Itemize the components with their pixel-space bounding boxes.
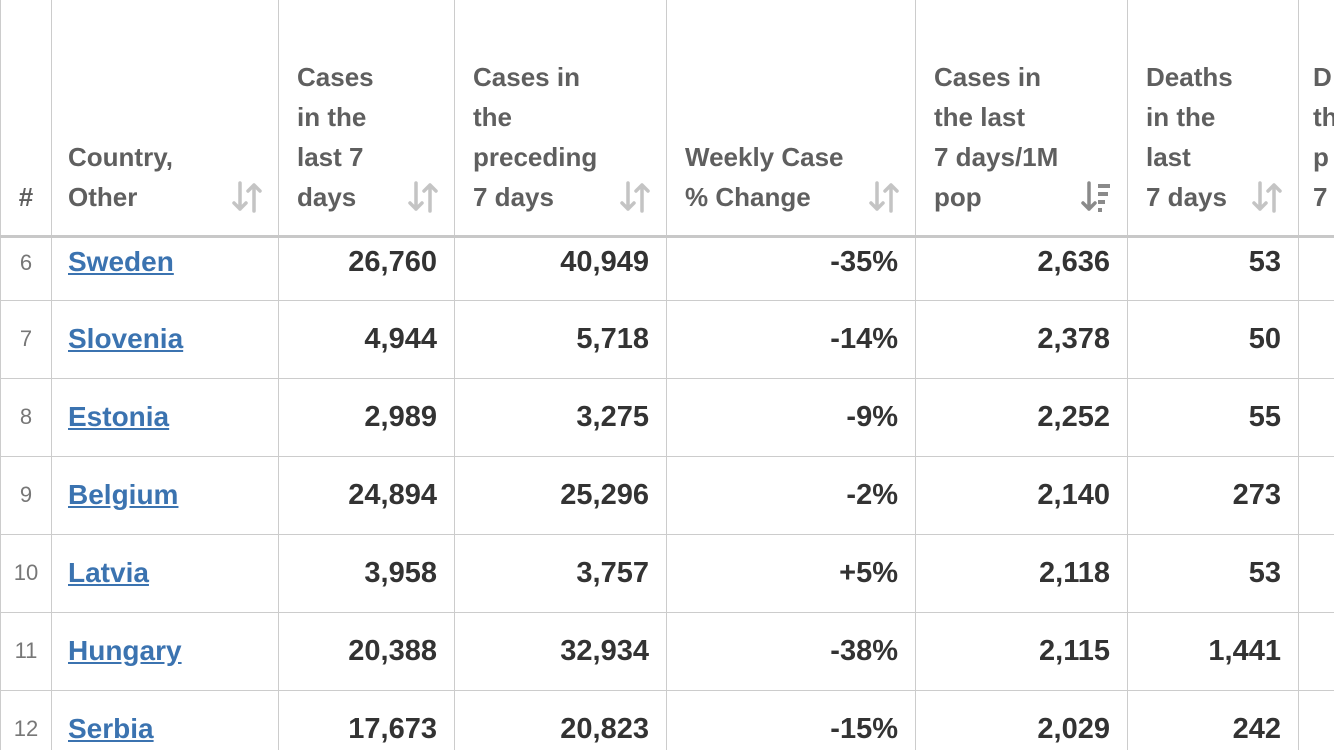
deaths7-cell: 53 xyxy=(1127,533,1299,613)
per1m-cell: 2,252 xyxy=(915,377,1128,457)
deaths7-cell: 53 xyxy=(1127,235,1299,301)
header-cutoff-column[interactable]: D th p 7 xyxy=(1298,0,1334,238)
header-deaths-last-7-days[interactable]: Deaths in the last 7 days xyxy=(1127,0,1299,238)
cutoff-cell xyxy=(1298,299,1334,379)
table-row: 7 Slovenia 4,944 5,718 -14% 2,378 50 xyxy=(0,299,1334,379)
deaths7-cell: 242 xyxy=(1127,689,1299,750)
header-cases-per-1m-pop[interactable]: Cases in the last 7 days/1M pop xyxy=(915,0,1128,238)
cases7-cell: 17,673 xyxy=(278,689,455,750)
country-link[interactable]: Serbia xyxy=(68,712,154,744)
country-cell: Sweden xyxy=(51,235,279,301)
country-link[interactable]: Hungary xyxy=(68,634,182,666)
country-link[interactable]: Slovenia xyxy=(68,322,184,354)
weekly-change-cell: -14% xyxy=(666,299,916,379)
weekly-change-cell: -9% xyxy=(666,377,916,457)
cases7-cell: 4,944 xyxy=(278,299,455,379)
header-cases7-label: Cases in the last 7 days xyxy=(297,61,374,212)
header-cutoff-label: D th p 7 xyxy=(1313,61,1334,212)
cutoff-cell xyxy=(1298,235,1334,301)
cases7-cell: 20,388 xyxy=(278,611,455,691)
header-index-label: # xyxy=(18,181,34,212)
table-row: 12 Serbia 17,673 20,823 -15% 2,029 242 xyxy=(0,689,1334,750)
per1m-cell: 2,118 xyxy=(915,533,1128,613)
cases-prev7-cell: 40,949 xyxy=(454,235,667,301)
deaths7-cell: 273 xyxy=(1127,455,1299,535)
cases-prev7-cell: 20,823 xyxy=(454,689,667,750)
row-index: 6 xyxy=(0,235,52,301)
cutoff-cell xyxy=(1298,689,1334,750)
weekly-change-cell: -15% xyxy=(666,689,916,750)
header-weekly-case-change[interactable]: Weekly Case % Change xyxy=(666,0,916,238)
row-index: 7 xyxy=(0,299,52,379)
country-cell: Hungary xyxy=(51,611,279,691)
header-cases-prev7-label: Cases in the preceding 7 days xyxy=(473,61,598,212)
cases7-cell: 24,894 xyxy=(278,455,455,535)
per1m-cell: 2,378 xyxy=(915,299,1128,379)
country-link[interactable]: Latvia xyxy=(68,556,149,588)
sort-both-arrows-icon[interactable] xyxy=(620,180,650,213)
cutoff-cell xyxy=(1298,611,1334,691)
sort-descending-icon[interactable] xyxy=(1081,180,1111,213)
weekly-change-cell: -2% xyxy=(666,455,916,535)
per1m-cell: 2,115 xyxy=(915,611,1128,691)
country-link[interactable]: Sweden xyxy=(68,245,174,277)
weekly-change-cell: -38% xyxy=(666,611,916,691)
header-index: # xyxy=(0,0,52,238)
cutoff-cell xyxy=(1298,533,1334,613)
country-cell: Latvia xyxy=(51,533,279,613)
table-header-row: # Country, Other Cases in the last 7 day… xyxy=(0,0,1334,238)
cases-prev7-cell: 3,757 xyxy=(454,533,667,613)
cases-prev7-cell: 3,275 xyxy=(454,377,667,457)
header-cases-preceding-7-days[interactable]: Cases in the preceding 7 days xyxy=(454,0,667,238)
header-deaths7-label: Deaths in the last 7 days xyxy=(1146,61,1233,212)
row-index: 10 xyxy=(0,533,52,613)
deaths7-cell: 1,441 xyxy=(1127,611,1299,691)
cases-prev7-cell: 25,296 xyxy=(454,455,667,535)
cases7-cell: 2,989 xyxy=(278,377,455,457)
table-row: 9 Belgium 24,894 25,296 -2% 2,140 273 xyxy=(0,455,1334,535)
cases7-cell: 3,958 xyxy=(278,533,455,613)
sort-both-arrows-icon[interactable] xyxy=(869,180,899,213)
country-cell: Serbia xyxy=(51,689,279,750)
table-row: 6 Sweden 26,760 40,949 -35% 2,636 53 xyxy=(0,235,1334,301)
deaths7-cell: 55 xyxy=(1127,377,1299,457)
per1m-cell: 2,029 xyxy=(915,689,1128,750)
country-cell: Estonia xyxy=(51,377,279,457)
row-index: 12 xyxy=(0,689,52,750)
cases-prev7-cell: 32,934 xyxy=(454,611,667,691)
row-index: 11 xyxy=(0,611,52,691)
header-weekly-change-label: Weekly Case % Change xyxy=(685,141,844,212)
header-country[interactable]: Country, Other xyxy=(51,0,279,238)
country-link[interactable]: Belgium xyxy=(68,478,179,510)
header-cases-last-7-days[interactable]: Cases in the last 7 days xyxy=(278,0,455,238)
sort-both-arrows-icon[interactable] xyxy=(408,180,438,213)
country-cell: Belgium xyxy=(51,455,279,535)
country-cell: Slovenia xyxy=(51,299,279,379)
sort-both-arrows-icon[interactable] xyxy=(232,180,262,213)
header-per1m-label: Cases in the last 7 days/1M pop xyxy=(934,61,1059,212)
per1m-cell: 2,636 xyxy=(915,235,1128,301)
cases-prev7-cell: 5,718 xyxy=(454,299,667,379)
row-index: 8 xyxy=(0,377,52,457)
cutoff-cell xyxy=(1298,455,1334,535)
deaths7-cell: 50 xyxy=(1127,299,1299,379)
weekly-change-cell: -35% xyxy=(666,235,916,301)
header-country-label: Country, Other xyxy=(68,141,173,212)
per1m-cell: 2,140 xyxy=(915,455,1128,535)
table-row: 10 Latvia 3,958 3,757 +5% 2,118 53 xyxy=(0,533,1334,613)
cases7-cell: 26,760 xyxy=(278,235,455,301)
country-link[interactable]: Estonia xyxy=(68,400,170,432)
weekly-change-cell: +5% xyxy=(666,533,916,613)
table-row: 11 Hungary 20,388 32,934 -38% 2,115 1,44… xyxy=(0,611,1334,691)
table-row: 8 Estonia 2,989 3,275 -9% 2,252 55 xyxy=(0,377,1334,457)
row-index: 9 xyxy=(0,455,52,535)
cutoff-cell xyxy=(1298,377,1334,457)
sort-both-arrows-icon[interactable] xyxy=(1252,180,1282,213)
